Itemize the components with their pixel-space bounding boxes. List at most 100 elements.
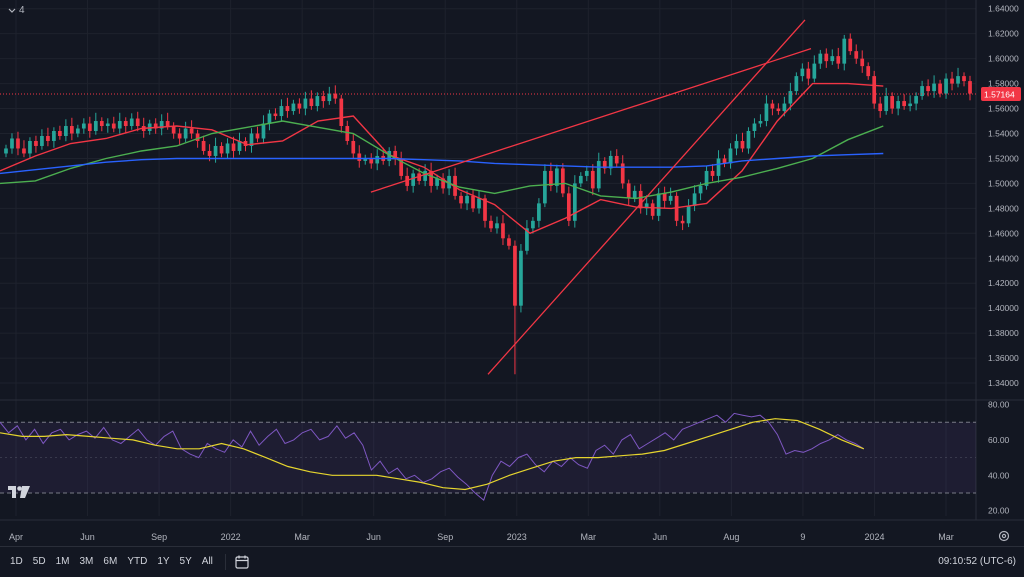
timeframe-5y-button[interactable]: 5Y — [179, 556, 192, 567]
candle — [237, 140, 242, 151]
candle — [429, 170, 433, 186]
collapse-legend-button[interactable]: 4 — [4, 4, 29, 18]
candle — [926, 86, 930, 92]
candle — [555, 168, 559, 186]
candle — [477, 198, 481, 209]
time-axis-label: Jun — [80, 532, 95, 542]
settings-icon[interactable] — [998, 530, 1010, 542]
rsi-band — [0, 422, 976, 493]
candle — [728, 148, 733, 164]
rsi-ma-line — [0, 418, 865, 491]
candle — [171, 126, 176, 134]
timeframe-3m-button[interactable]: 3M — [79, 556, 94, 567]
candle — [213, 145, 218, 156]
candle — [10, 138, 14, 149]
candle — [572, 183, 577, 221]
candle — [183, 128, 188, 139]
candle — [740, 140, 745, 149]
price-axis-label: 1.36000 — [988, 353, 1019, 363]
candle — [321, 96, 326, 102]
candle — [854, 51, 859, 59]
trendline — [487, 19, 806, 375]
candle — [285, 106, 290, 112]
candle — [842, 38, 847, 64]
candle — [908, 103, 912, 107]
timeframe-ytd-button[interactable]: YTD — [127, 556, 148, 567]
moving-average-line — [0, 152, 884, 175]
candle — [692, 193, 697, 206]
candle — [513, 245, 517, 306]
candle — [177, 133, 182, 139]
legend-count: 4 — [19, 5, 25, 16]
clock-readout: 09:10:52 (UTC-6) — [938, 556, 1016, 567]
candle — [650, 203, 655, 216]
candle — [614, 155, 619, 164]
candle — [812, 63, 817, 79]
timeframe-all-button[interactable]: All — [201, 556, 213, 567]
candle — [800, 68, 805, 77]
candle — [255, 133, 260, 139]
candle — [626, 183, 631, 199]
candle — [734, 140, 739, 149]
candle — [830, 56, 835, 62]
candle — [860, 58, 865, 67]
candle — [674, 195, 679, 221]
candle — [788, 91, 793, 104]
candle — [543, 170, 547, 204]
candle — [608, 155, 613, 169]
time-axis-label: Aug — [723, 532, 739, 542]
candle — [704, 170, 709, 186]
candle — [129, 118, 134, 127]
time-axis-label: 2022 — [221, 532, 241, 542]
date-range-icon[interactable] — [234, 554, 250, 570]
candle — [219, 145, 224, 154]
timeframe-6m-button[interactable]: 6M — [103, 556, 118, 567]
chart-canvas[interactable]: 1.64000 1.62000 1.60000 1.58000 1.56000 1.540… — [0, 0, 1024, 546]
candle — [135, 118, 140, 127]
time-axis-label: Mar — [938, 532, 954, 542]
candle — [315, 96, 320, 107]
bottom-toolbar: 1D 5D 1M 3M 6M YTD 1Y 5Y All 09:10:52 (U… — [0, 546, 1024, 576]
candle — [896, 101, 901, 109]
candle — [686, 205, 691, 224]
rsi-axis-label: 40.00 — [988, 470, 1010, 480]
moving-average-line — [0, 120, 884, 200]
candle — [111, 123, 116, 129]
candle — [662, 193, 667, 201]
candle — [956, 76, 960, 84]
moving-average-line — [0, 82, 884, 235]
timeframe-1d-button[interactable]: 1D — [10, 556, 23, 567]
price-axis-label: 1.34000 — [988, 378, 1019, 388]
candle — [87, 123, 92, 132]
time-axis-label: Mar — [581, 532, 597, 542]
candle — [746, 131, 751, 149]
candle — [656, 193, 661, 216]
time-axis-label: Sep — [437, 532, 453, 542]
candle — [848, 38, 853, 52]
candle — [758, 121, 763, 124]
price-axis-label: 1.60000 — [988, 54, 1019, 64]
candle — [866, 66, 871, 77]
candle — [64, 126, 68, 136]
candle — [189, 128, 194, 134]
candle — [782, 103, 787, 112]
price-axis-label: 1.58000 — [988, 79, 1019, 89]
candle — [369, 158, 374, 164]
candle — [968, 81, 972, 94]
candle — [159, 121, 164, 129]
price-axis-label: 1.42000 — [988, 278, 1019, 288]
timeframe-1y-button[interactable]: 1Y — [157, 556, 170, 567]
price-axis-label: 1.64000 — [988, 4, 1019, 14]
candle — [4, 148, 8, 154]
candle — [920, 86, 924, 97]
candle — [273, 113, 278, 117]
price-axis-label: 1.48000 — [988, 203, 1019, 213]
timeframe-5d-button[interactable]: 5D — [32, 556, 46, 567]
candle — [501, 223, 505, 239]
price-axis-label: 1.46000 — [988, 228, 1019, 238]
time-axis-label: 2024 — [864, 532, 884, 542]
timeframe-1m-button[interactable]: 1M — [55, 556, 70, 567]
candle — [291, 103, 296, 112]
candle — [644, 203, 649, 209]
price-axis-label: 1.56000 — [988, 104, 1019, 114]
